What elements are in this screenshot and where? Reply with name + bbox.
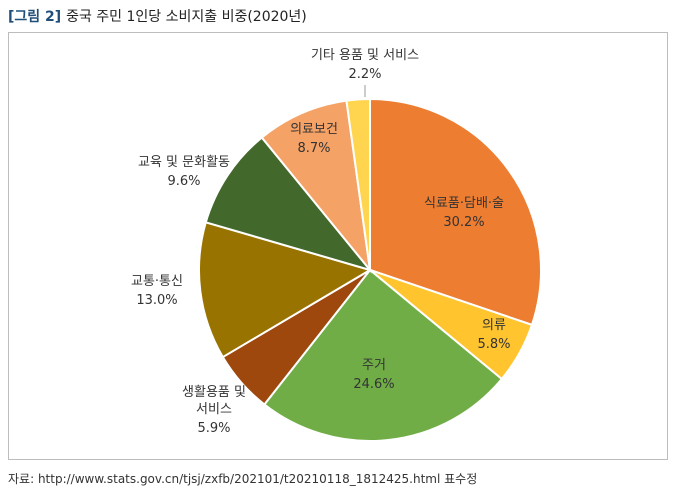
pie-slice [204, 136, 373, 272]
slice-category-label: 식료품·담배·술 [424, 196, 504, 211]
pie-slice [345, 97, 371, 271]
slice-category-label: 기타 용품 및 서비스 [311, 48, 419, 63]
figure-title: [그림 2] 중국 주민 1인당 소비지출 비중(2020년) [8, 6, 307, 26]
pie-slice [369, 97, 542, 327]
slice-category-label: 의료보건 [290, 122, 338, 137]
figure-title-text: 중국 주민 1인당 소비지출 비중(2020년) [66, 9, 307, 25]
slice-category-label: 서비스 [196, 402, 232, 417]
pie-slice [198, 221, 373, 359]
slice-category-label: 주거 [362, 358, 386, 373]
slice-value-label: 8.7% [297, 141, 330, 156]
slice-value-label: 13.0% [136, 293, 177, 308]
slice-category-label: 의류 [482, 318, 506, 333]
slice-value-label: 24.6% [353, 377, 394, 392]
figure-number: [그림 2] [8, 9, 62, 25]
source-note: 자료: http://www.stats.gov.cn/tjsj/zxfb/20… [8, 472, 478, 486]
pie-slice [262, 268, 504, 442]
slice-value-label: 5.9% [197, 421, 230, 436]
slice-value-label: 2.2% [348, 67, 381, 82]
slice-category-label: 생활용품 및 [182, 385, 246, 400]
slice-category-label: 교통·통신 [131, 274, 183, 289]
slice-value-label: 30.2% [443, 215, 484, 230]
pie-slice [260, 99, 372, 274]
slice-category-label: 교육 및 문화활동 [138, 155, 230, 170]
slice-value-label: 5.8% [477, 337, 510, 352]
slice-value-label: 9.6% [167, 174, 200, 189]
